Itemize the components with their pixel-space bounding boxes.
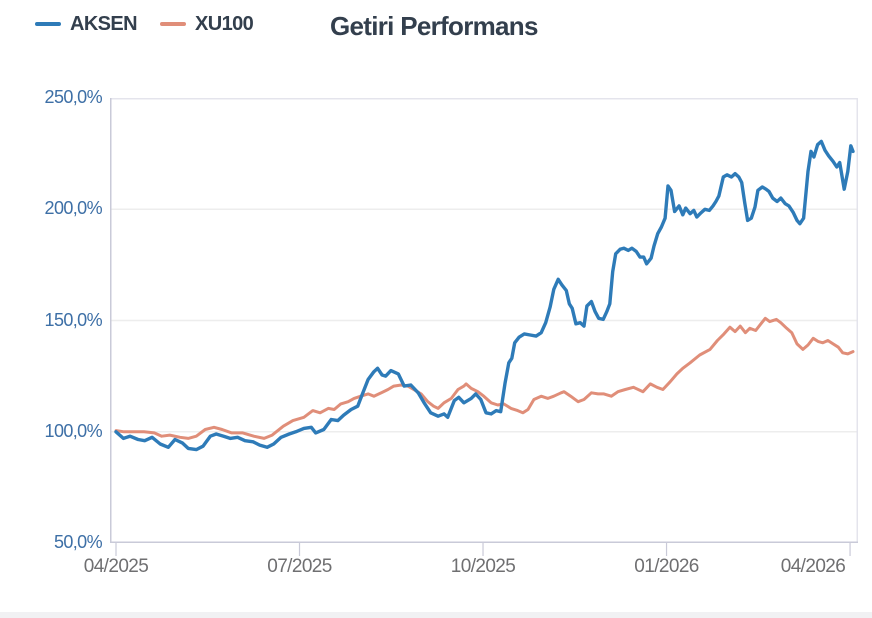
chart-title: Getiri Performans [330,11,538,41]
y-axis-label: 50,0% [53,532,103,552]
y-axis-label: 200,0% [44,198,103,219]
x-axis-label: 04/2025 [83,556,149,577]
legend-item-aksen[interactable]: AKSEN [35,12,138,36]
x-axis-label: 10/2025 [450,556,516,577]
y-axis-label: 150,0% [44,309,103,330]
x-axis-label: 01/2026 [634,556,699,577]
bottom-divider [0,612,872,618]
legend-label-aksen: AKSEN [70,13,138,35]
plot-border-axis [110,98,858,543]
series-line-aksen [114,139,855,452]
xu100-line-swatch-icon [160,21,186,27]
series-line-xu100 [114,316,855,440]
aksen-line-swatch-icon [35,21,61,27]
chart-canvas [110,98,858,556]
x-axis-label: 04/2026 [780,556,846,577]
y-axis-label: 100,0% [44,420,103,441]
legend-item-xu100[interactable]: XU100 [160,12,254,36]
legend-label-xu100: XU100 [195,13,254,35]
x-axis-label: 07/2025 [267,556,332,577]
y-axis-label: 250,0% [44,87,103,107]
chart-header: AKSEN XU100 Getiri Performans [0,0,872,60]
